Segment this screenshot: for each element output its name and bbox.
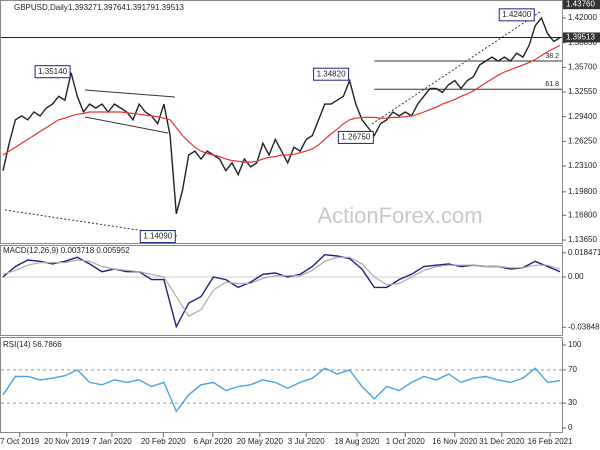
x-tick-label: 16 Feb 2021	[528, 437, 573, 446]
x-tick-label: 16 Nov 2020	[432, 437, 478, 446]
y-tick-label: 1.16800	[568, 210, 597, 219]
y-tick-label: 0.018471	[568, 248, 600, 257]
annotation-box	[139, 230, 176, 244]
price-marker-label: 1.39513	[566, 33, 595, 42]
y-tick-label: 1.26250	[568, 136, 597, 145]
annotation-label: 1.14090	[143, 232, 172, 241]
channel-line	[84, 116, 169, 134]
series-line	[2, 253, 561, 329]
y-tick-label: -0.038486	[568, 322, 600, 331]
y-tick-label: 100	[568, 340, 582, 349]
rsi-panel	[0, 337, 563, 433]
watermark: ActionForex.com	[317, 203, 482, 228]
x-tick-label: 20 May 2020	[237, 437, 284, 446]
fib-label: 61.8	[545, 81, 559, 88]
annotation-label: 1.35140	[38, 67, 67, 76]
annotation-box	[337, 130, 374, 144]
annotation-box	[498, 8, 535, 22]
series-line	[2, 16, 561, 214]
price-marker-label: 1.43760	[566, 0, 595, 8]
ohlc-value: 1.39327	[68, 3, 97, 12]
x-tick-label: 3 Jul 2020	[288, 437, 325, 446]
ohlc-value: 1.39179	[126, 3, 155, 12]
y-tick-label: 1.29400	[568, 112, 597, 121]
y-tick-label: 1.32550	[568, 87, 597, 96]
y-tick-label: 0.00	[568, 272, 584, 281]
x-tick-label: 20 Feb 2020	[141, 437, 186, 446]
annotation-box	[34, 65, 71, 79]
fib-label: 38.2	[545, 53, 559, 60]
y-tick-label: 30	[568, 398, 577, 407]
y-tick-label: 0	[568, 423, 573, 432]
series-line	[2, 256, 561, 317]
y-tick-label: 1.35700	[568, 62, 597, 71]
x-tick-label: 18 Aug 2020	[335, 437, 380, 446]
ohlc-value: 1.39513	[155, 3, 184, 12]
channel-line	[84, 89, 176, 98]
trend-line	[371, 11, 541, 125]
series-line	[2, 44, 561, 163]
panel-title: RSI(14) 56.7866	[3, 340, 62, 349]
price-marker	[563, 32, 600, 43]
price-panel	[0, 0, 563, 244]
ohlc-value: 1.39764	[97, 3, 126, 12]
x-tick-label: 7 Jan 2020	[92, 437, 132, 446]
chart-title: GBPUSD,Daily	[14, 3, 68, 12]
panel-title: MACD(12,26,9) 0.003718 0.005952	[3, 246, 130, 255]
series-line	[2, 367, 561, 413]
y-tick-label: 1.13650	[568, 235, 597, 244]
annotation-label: 1.42400	[502, 10, 531, 19]
x-tick-label: 31 Dec 2020	[479, 437, 525, 446]
y-tick-label: 1.42000	[568, 13, 597, 22]
x-tick-label: 1 Oct 2020	[386, 437, 426, 446]
y-tick-label: 70	[568, 365, 577, 374]
y-tick-label: 1.23100	[568, 161, 597, 170]
annotation-box	[313, 67, 350, 81]
price-marker	[563, 0, 600, 10]
x-tick-label: 6 Apr 2020	[193, 437, 232, 446]
x-tick-label: 7 Oct 2019	[0, 437, 40, 446]
annotation-label: 1.34820	[317, 69, 346, 78]
x-tick-label: 20 Nov 2019	[44, 437, 90, 446]
macd-panel	[0, 245, 563, 336]
annotation-label: 1.26750	[341, 133, 370, 142]
y-tick-label: 1.19800	[568, 187, 597, 196]
